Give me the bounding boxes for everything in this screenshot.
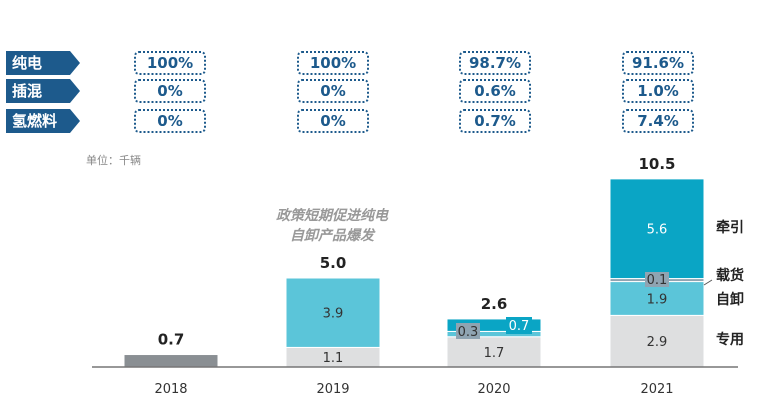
x-tick-label: 2018 xyxy=(154,382,187,397)
label-box xyxy=(645,272,669,287)
share-value: 91.6% xyxy=(622,51,694,75)
bar-segment xyxy=(609,281,705,316)
unit-label: 单位：千辆 xyxy=(86,154,141,167)
data-label: 5.6 xyxy=(647,223,668,238)
x-tick-label: 2020 xyxy=(477,382,510,397)
total-label: 0.7 xyxy=(158,331,185,349)
row-label: 插混 xyxy=(6,79,80,103)
data-label: 0.3 xyxy=(458,325,479,340)
share-value: 1.0% xyxy=(622,79,694,103)
row-label: 氢燃料 xyxy=(6,109,80,133)
x-tick-label: 2021 xyxy=(640,382,673,397)
data-label: 1.1 xyxy=(323,351,344,366)
data-label: 3.9 xyxy=(323,307,344,322)
share-value: 98.7% xyxy=(459,51,531,75)
x-tick-label: 2019 xyxy=(316,382,349,397)
data-label: 0.1 xyxy=(647,273,668,288)
legend-label-qianyin: 牵引 xyxy=(716,220,744,236)
bar-segment xyxy=(609,314,705,368)
legend-leader xyxy=(703,279,713,286)
share-value: 7.4% xyxy=(622,109,694,133)
label-box xyxy=(506,317,532,334)
bar-segment xyxy=(123,354,219,368)
bar-segment xyxy=(285,277,381,348)
total-label: 10.5 xyxy=(638,155,675,173)
annotation-line: 自卸产品爆发 xyxy=(290,228,374,244)
data-label: 1.9 xyxy=(647,292,668,307)
label-box xyxy=(456,323,480,339)
share-value: 0% xyxy=(297,79,369,103)
share-value: 100% xyxy=(134,51,206,75)
data-label: 0.7 xyxy=(509,319,530,334)
data-label: 1.7 xyxy=(484,346,505,361)
share-value: 0% xyxy=(134,79,206,103)
row-label: 纯电 xyxy=(6,51,80,75)
bar-segment xyxy=(446,336,542,368)
share-value: 0.6% xyxy=(459,79,531,103)
legend-label-zaihuo: 载货 xyxy=(716,268,744,284)
share-value: 0% xyxy=(297,109,369,133)
annotation-line: 政策短期促进纯电 xyxy=(276,208,388,224)
bar-segment xyxy=(609,178,705,280)
share-value: 100% xyxy=(297,51,369,75)
legend-label-zhuanyong: 专用 xyxy=(716,332,744,348)
total-label: 5.0 xyxy=(320,254,347,272)
share-value: 0% xyxy=(134,109,206,133)
annotation: 政策短期促进纯电 自卸产品爆发 xyxy=(262,206,402,246)
data-label: 2.9 xyxy=(647,335,668,350)
share-value: 0.7% xyxy=(459,109,531,133)
legend-label-zixie: 自卸 xyxy=(716,292,744,308)
total-label: 2.6 xyxy=(481,295,508,313)
